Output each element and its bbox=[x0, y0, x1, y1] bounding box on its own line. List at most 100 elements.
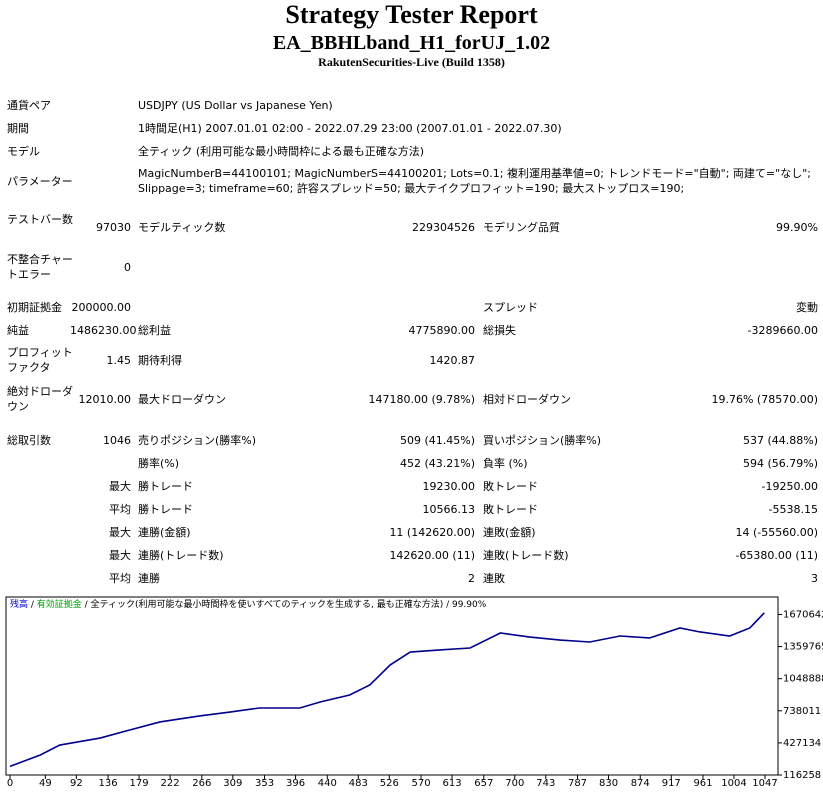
setting-label: 期間 bbox=[7, 122, 29, 135]
stat-label: 純益 bbox=[7, 324, 29, 337]
stat-label: 連敗 bbox=[483, 572, 505, 585]
stat-value: 97030 bbox=[96, 221, 131, 234]
x-tick-label: 613 bbox=[442, 778, 461, 789]
x-tick-label: 1004 bbox=[721, 778, 746, 789]
balance-line bbox=[9, 612, 765, 768]
stat-value: -19250.00 bbox=[761, 480, 818, 493]
legend-item: 残高 bbox=[10, 598, 28, 610]
x-tick-label: 917 bbox=[662, 778, 681, 789]
stat-label: 期待利得 bbox=[138, 354, 182, 367]
stat-value: 2 bbox=[468, 572, 475, 585]
stat-label: 敗トレード bbox=[483, 503, 538, 516]
stat-value: 平均 bbox=[109, 572, 131, 585]
stat-value: 10566.13 bbox=[422, 503, 476, 516]
x-tick-label: 657 bbox=[474, 778, 493, 789]
y-tick-label: 1359765 bbox=[783, 642, 823, 653]
x-tick-label: 787 bbox=[568, 778, 587, 789]
legend-item: / 全ティック(利用可能な最小時間枠を使いすべてのティックを生成する, 最も正確… bbox=[82, 598, 487, 610]
legend: 残高 / 有効証拠金 / 全ティック(利用可能な最小時間枠を使いすべてのティック… bbox=[10, 598, 487, 610]
x-tick-label: 396 bbox=[286, 778, 305, 789]
x-tick-label: 570 bbox=[411, 778, 430, 789]
stat-value: 1420.87 bbox=[429, 354, 476, 367]
setting-label: パラメーター bbox=[7, 175, 73, 188]
x-tick-label: 92 bbox=[70, 778, 83, 789]
x-tick-label: 353 bbox=[255, 778, 274, 789]
stat-value: -3289660.00 bbox=[747, 324, 818, 337]
stat-value: 594 (56.79%) bbox=[742, 457, 818, 470]
stat-label: 相対ドローダウン bbox=[483, 393, 571, 406]
legend-item: 有効証拠金 bbox=[37, 598, 82, 610]
x-tick-label: 526 bbox=[380, 778, 399, 789]
stat-value: 最大 bbox=[109, 526, 131, 539]
legend-item: / bbox=[28, 600, 37, 610]
stat-label: 連敗(金額) bbox=[483, 526, 536, 539]
stat-value: 14 (-55560.00) bbox=[735, 526, 818, 539]
y-tick-label: 1670642 bbox=[783, 609, 823, 620]
x-tick-label: 874 bbox=[631, 778, 650, 789]
stat-label: 連敗(トレード数) bbox=[483, 549, 569, 562]
stat-label: 勝率(%) bbox=[138, 457, 180, 470]
stat-value: 11 (142620.00) bbox=[389, 526, 475, 539]
x-tick-label: 1047 bbox=[752, 778, 777, 789]
stat-value: 537 (44.88%) bbox=[742, 434, 818, 447]
stat-label: 絶対ドローダウン bbox=[7, 385, 73, 413]
stat-value: 1046 bbox=[103, 434, 131, 447]
x-tick-label: 179 bbox=[130, 778, 149, 789]
stat-value: 200000.00 bbox=[71, 301, 132, 314]
subtitle: EA_BBHLband_H1_forUJ_1.02 bbox=[272, 32, 551, 54]
x-tick-label: 222 bbox=[161, 778, 180, 789]
stat-label: 敗トレード bbox=[483, 480, 538, 493]
setting-value: 1時間足(H1) 2007.01.01 02:00 - 2022.07.29 2… bbox=[138, 122, 562, 135]
stat-value: 509 (41.45%) bbox=[399, 434, 475, 447]
stat-label: 初期証拠金 bbox=[7, 301, 62, 314]
stat-label: 勝トレード bbox=[138, 503, 193, 516]
stat-value: 147180.00 (9.78%) bbox=[368, 393, 475, 406]
stat-value: 3 bbox=[811, 572, 818, 585]
y-tick-label: 738011 bbox=[783, 706, 821, 717]
stat-label: 総損失 bbox=[483, 324, 516, 337]
stat-label: 勝トレード bbox=[138, 480, 193, 493]
stat-value: 平均 bbox=[109, 503, 131, 516]
stat-value: 4775890.00 bbox=[408, 324, 475, 337]
x-tick-label: 136 bbox=[99, 778, 118, 789]
x-tick-label: 483 bbox=[349, 778, 368, 789]
stat-value: 19.76% (78570.00) bbox=[711, 393, 818, 406]
stat-label: 総取引数 bbox=[7, 434, 51, 447]
stat-label: 連勝(金額) bbox=[138, 526, 191, 539]
stat-value: -65380.00 (11) bbox=[735, 549, 818, 562]
stat-label: 負率 (%) bbox=[483, 457, 528, 470]
stat-value: 142620.00 (11) bbox=[389, 549, 475, 562]
title: Strategy Tester Report bbox=[285, 0, 538, 29]
stat-label: 総利益 bbox=[138, 324, 171, 337]
stat-value: 変動 bbox=[796, 301, 818, 314]
stat-label: 売りポジション(勝率%) bbox=[138, 434, 257, 447]
stat-value: 最大 bbox=[109, 549, 131, 562]
stat-value: 最大 bbox=[109, 480, 131, 493]
stat-label: 不整合チャートエラー bbox=[7, 253, 73, 281]
stat-value: 1.45 bbox=[106, 354, 132, 367]
x-tick-label: 743 bbox=[536, 778, 555, 789]
stat-value: 452 (43.21%) bbox=[399, 457, 475, 470]
setting-value: 全ティック (利用可能な最小時間枠による最も正確な方法) bbox=[138, 145, 425, 158]
x-tick-label: 700 bbox=[505, 778, 524, 789]
stat-label: プロフィットファクタ bbox=[7, 346, 73, 374]
stat-label: 買いポジション(勝率%) bbox=[483, 434, 602, 447]
stat-value: 12010.00 bbox=[78, 393, 132, 406]
x-tick-label: 309 bbox=[223, 778, 242, 789]
x-tick-label: 440 bbox=[318, 778, 337, 789]
setting-label: 通貨ペア bbox=[7, 99, 51, 112]
setting-value: USDJPY (US Dollar vs Japanese Yen) bbox=[138, 99, 333, 112]
setting-label: モデル bbox=[7, 145, 40, 158]
x-tick-label: 961 bbox=[693, 778, 712, 789]
setting-value: MagicNumberB=44100101; MagicNumberS=4410… bbox=[138, 167, 811, 195]
x-tick-label: 830 bbox=[599, 778, 618, 789]
stat-label: テストバー数 bbox=[7, 213, 73, 226]
stat-value: 0 bbox=[124, 261, 131, 274]
stat-label: 連勝 bbox=[138, 572, 160, 585]
plot-frame bbox=[5, 596, 779, 776]
y-tick-label: 1048888 bbox=[783, 674, 823, 685]
x-tick-label: 266 bbox=[192, 778, 211, 789]
stat-label: モデリング品質 bbox=[483, 221, 560, 234]
